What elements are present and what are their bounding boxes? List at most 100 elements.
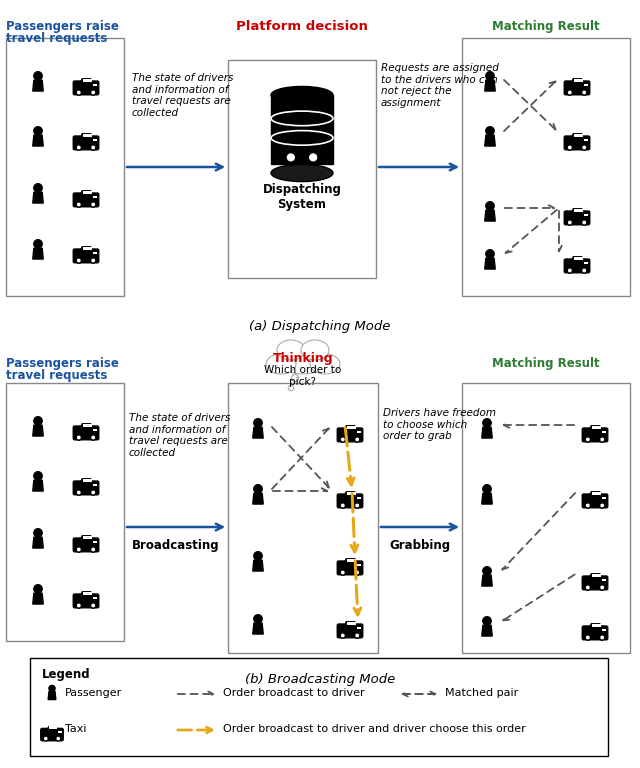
Circle shape [90,603,96,608]
Polygon shape [253,493,263,504]
Circle shape [567,145,573,151]
Text: travel requests: travel requests [6,32,108,45]
Bar [602,628,606,631]
Circle shape [77,436,80,439]
Bar [357,497,361,499]
Circle shape [585,635,591,641]
Bar [6,383,124,641]
Circle shape [90,435,96,440]
Polygon shape [81,478,92,482]
Polygon shape [572,134,583,137]
Circle shape [77,548,80,551]
Polygon shape [589,425,601,429]
Circle shape [34,417,42,425]
Circle shape [568,270,571,272]
Circle shape [77,91,80,94]
Circle shape [600,437,605,442]
Circle shape [44,737,48,741]
Circle shape [356,439,358,441]
Circle shape [291,375,298,382]
FancyBboxPatch shape [73,538,99,551]
FancyBboxPatch shape [41,728,63,741]
Circle shape [92,260,95,262]
Text: Grabbing: Grabbing [389,539,451,552]
Circle shape [34,528,42,537]
Polygon shape [81,190,92,194]
Circle shape [582,145,587,151]
Circle shape [342,634,344,637]
Bar [347,425,356,429]
Circle shape [310,154,317,161]
Circle shape [254,614,262,623]
Polygon shape [572,209,583,213]
Circle shape [34,127,42,135]
Circle shape [90,90,96,95]
Text: Broadcasting: Broadcasting [132,539,220,552]
Bar [602,431,606,433]
Circle shape [340,503,346,508]
Circle shape [483,485,492,493]
Circle shape [585,437,591,442]
Bar [462,38,630,296]
Text: Platform decision: Platform decision [236,20,368,33]
Text: Order broadcast to driver: Order broadcast to driver [223,688,365,698]
Circle shape [483,567,492,575]
Circle shape [483,419,492,427]
FancyBboxPatch shape [73,193,99,207]
Bar [83,591,92,595]
Text: Thinking: Thinking [273,352,333,365]
Ellipse shape [310,354,340,374]
Polygon shape [484,135,495,146]
Circle shape [45,737,47,740]
Circle shape [486,202,494,210]
Polygon shape [81,134,92,137]
Circle shape [288,386,294,391]
Text: Drivers have freedom
to choose which
order to grab: Drivers have freedom to choose which ord… [383,408,496,441]
Bar [584,138,588,141]
Circle shape [486,250,494,258]
Bar [93,541,97,543]
Circle shape [76,547,81,552]
Text: The state of drivers
and information of
travel requests are
collected: The state of drivers and information of … [132,73,234,118]
Circle shape [77,204,80,206]
Bar [357,564,361,566]
Circle shape [92,604,95,607]
Text: Passenger: Passenger [65,688,122,698]
FancyBboxPatch shape [564,136,589,150]
Circle shape [583,146,586,149]
Circle shape [483,617,492,625]
Bar [93,484,97,486]
Bar [93,597,97,599]
Polygon shape [482,625,492,636]
Circle shape [568,91,571,94]
FancyBboxPatch shape [582,626,608,640]
Polygon shape [81,424,92,428]
Circle shape [355,633,360,638]
Bar [6,38,124,296]
Circle shape [356,634,358,637]
FancyBboxPatch shape [73,426,99,440]
Circle shape [76,490,81,495]
Circle shape [355,437,360,442]
Circle shape [568,146,571,149]
FancyBboxPatch shape [73,81,99,94]
Bar [93,429,97,432]
Circle shape [92,91,95,94]
Bar [83,535,92,539]
Polygon shape [81,79,92,82]
Circle shape [92,436,95,439]
Circle shape [583,270,586,272]
Bar [49,727,57,730]
Bar [574,209,582,212]
Circle shape [254,419,262,427]
Ellipse shape [271,164,333,181]
Bar [592,624,600,627]
Circle shape [34,240,42,248]
Bar [574,257,582,260]
Circle shape [287,154,294,161]
Bar [584,84,588,86]
Circle shape [77,260,80,262]
Circle shape [340,633,346,638]
Polygon shape [572,79,583,82]
Polygon shape [33,593,44,604]
